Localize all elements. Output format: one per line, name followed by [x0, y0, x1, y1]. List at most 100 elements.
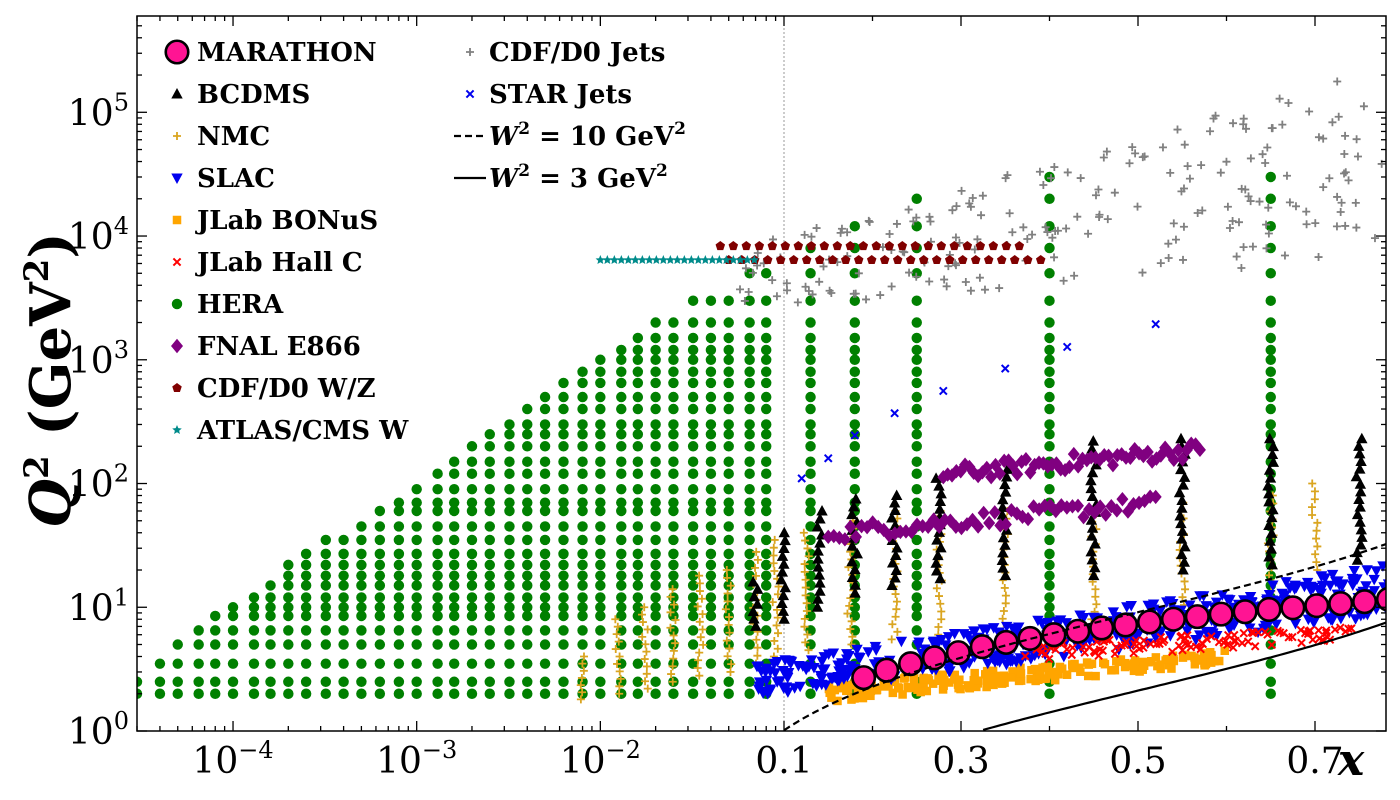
- data-point-hera: [374, 548, 386, 560]
- data-point-hera: [484, 639, 495, 650]
- data-point-hera: [805, 497, 816, 508]
- data-point-hera: [650, 344, 661, 356]
- data-point-hera: [432, 676, 443, 687]
- data-point-fnal-e866: [1005, 502, 1018, 518]
- data-point-hera: [760, 497, 772, 508]
- data-point-atlas-cms-w: [651, 255, 662, 265]
- data-point-fnal-e866: [827, 528, 840, 544]
- data-point-jlab-bonus: [981, 670, 990, 679]
- data-point-hera: [805, 505, 816, 517]
- data-point-hera: [650, 429, 661, 440]
- data-point-bcdms: [849, 579, 861, 590]
- data-point-slac: [1025, 654, 1037, 665]
- data-point-hera: [558, 483, 569, 495]
- data-point-fnal-e866: [994, 518, 1007, 533]
- data-point-slac: [1289, 618, 1302, 630]
- data-point-jlab-hall-c: [1186, 642, 1196, 652]
- data-point-fnal-e866: [838, 532, 851, 547]
- data-point-hera: [744, 639, 755, 650]
- data-point-hera: [484, 468, 495, 479]
- legend-label: HERA: [197, 290, 284, 320]
- legend-marker: [164, 39, 190, 65]
- data-point-atlas-cms-w: [721, 255, 732, 265]
- data-point-fnal-e866: [1019, 452, 1032, 467]
- data-point-hera: [668, 354, 679, 365]
- data-point-bcdms: [778, 613, 790, 624]
- data-point-hera: [805, 391, 816, 403]
- data-point-hera: [668, 570, 679, 581]
- data-point-fnal-e866: [1102, 448, 1115, 464]
- data-point-hera: [300, 559, 312, 571]
- legend-marker: [172, 383, 182, 393]
- data-point-nmc: [845, 601, 854, 610]
- data-point-hera: [558, 658, 569, 669]
- data-point-nmc: [614, 637, 623, 646]
- data-point-hera: [1044, 403, 1055, 415]
- data-point-hera: [1044, 559, 1055, 571]
- data-point-cdf-d0-jets: [1228, 217, 1237, 226]
- data-point-bcdms: [1086, 490, 1099, 502]
- data-point-bcdms: [748, 613, 760, 624]
- data-point-slac: [783, 655, 795, 667]
- data-point-marathon: [851, 665, 877, 691]
- data-point-jlab-bonus: [1130, 656, 1140, 665]
- data-point-hera: [911, 548, 922, 560]
- data-point-hera: [300, 688, 312, 699]
- data-point-cdf-d0-jets: [744, 287, 753, 296]
- data-point-hera: [1044, 317, 1055, 328]
- data-point-bcdms: [1173, 486, 1186, 498]
- data-point-nmc: [892, 597, 901, 606]
- data-point-hera: [849, 483, 861, 495]
- data-point-bcdms: [1088, 569, 1100, 581]
- data-point-hera: [374, 505, 386, 517]
- data-point-hera: [705, 317, 717, 328]
- data-point-bcdms: [886, 511, 898, 523]
- data-point-hera: [632, 534, 644, 546]
- data-point-hera: [687, 391, 699, 403]
- data-point-cdf-d0-w-z: [728, 241, 739, 251]
- data-point-fnal-e866: [861, 519, 874, 535]
- data-point-hera: [504, 559, 515, 571]
- data-point-hera: [595, 592, 606, 603]
- data-point-hera: [504, 570, 515, 581]
- data-point-jlab-bonus: [847, 695, 856, 704]
- data-point-hera: [668, 391, 679, 403]
- data-point-hera: [668, 441, 679, 452]
- data-point-slac: [1289, 582, 1301, 593]
- data-point-cdf-d0-jets: [876, 291, 885, 300]
- data-point-hera: [744, 534, 755, 546]
- data-point-hera: [911, 559, 922, 571]
- legend-label: ATLAS/CMS W: [196, 416, 409, 446]
- data-point-hera: [687, 366, 699, 377]
- data-point-hera: [911, 570, 922, 581]
- data-point-hera: [504, 639, 515, 650]
- data-point-hera: [227, 639, 239, 650]
- data-point-hera: [504, 441, 515, 452]
- data-point-hera: [300, 580, 312, 591]
- data-point-hera: [650, 610, 661, 622]
- data-point-bcdms: [775, 573, 787, 585]
- data-point-marathon: [1065, 618, 1091, 644]
- data-point-hera: [448, 580, 460, 591]
- data-point-hera: [849, 403, 861, 415]
- data-point-jlab-bonus: [858, 693, 868, 703]
- data-point-marathon: [1375, 586, 1386, 612]
- data-point-cdf-d0-jets: [1095, 210, 1104, 219]
- data-point-bcdms: [779, 581, 791, 593]
- data-point-hera: [805, 688, 816, 699]
- data-point-fnal-e866: [938, 512, 951, 528]
- data-point-hera: [595, 658, 606, 669]
- data-point-hera: [650, 639, 661, 650]
- data-point-hera: [210, 610, 221, 622]
- data-point-atlas-cms-w: [623, 255, 634, 265]
- data-point-hera: [466, 534, 478, 546]
- data-point-hera: [432, 505, 443, 517]
- data-point-cdf-d0-jets: [1070, 271, 1079, 280]
- data-point-hera: [522, 688, 533, 699]
- data-point-cdf-d0-jets: [1353, 152, 1362, 161]
- data-point-hera: [911, 366, 922, 377]
- data-point-atlas-cms-w: [602, 255, 613, 265]
- data-point-hera: [705, 580, 717, 591]
- data-point-bcdms: [812, 545, 824, 556]
- data-point-hera: [248, 639, 260, 650]
